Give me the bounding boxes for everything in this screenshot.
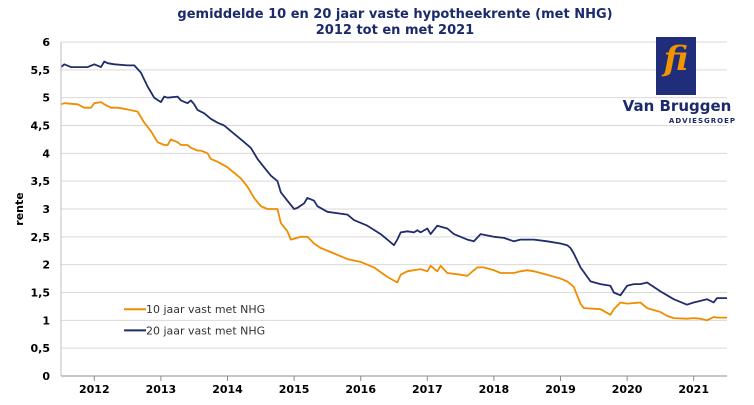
- y-tick-label: 2,5: [31, 231, 51, 244]
- x-tick-label: 2015: [279, 383, 310, 396]
- x-tick-label: 2019: [545, 383, 576, 396]
- logo-mark-text: fi: [663, 39, 689, 79]
- y-tick-label: 2: [42, 259, 50, 272]
- y-tick-label: 3: [42, 203, 50, 216]
- chart-title: gemiddelde 10 en 20 jaar vaste hypotheek…: [177, 7, 613, 22]
- y-tick-label: 3,5: [31, 175, 51, 188]
- logo-mark: fi: [656, 37, 696, 95]
- x-tick-label: 2014: [212, 383, 243, 396]
- x-tick-label: 2016: [345, 383, 376, 396]
- logo-name: Van Bruggen: [622, 97, 732, 115]
- chart-subtitle: 2012 tot en met 2021: [315, 23, 475, 38]
- series-line-10-jaar: [60, 101, 727, 322]
- y-tick-label: 1: [42, 314, 50, 327]
- y-tick-label: 4,5: [31, 120, 51, 133]
- x-tick-label: 2021: [678, 383, 709, 396]
- x-tick-label: 2020: [612, 383, 643, 396]
- logo-subtitle: ADVIESGROEP: [668, 117, 736, 125]
- x-tick-label: 2012: [79, 383, 110, 396]
- x-tick-label: 2013: [146, 383, 177, 396]
- x-tick-label: 2017: [412, 383, 443, 396]
- brand-logo: fi Van Bruggen ADVIESGROEP: [618, 32, 736, 132]
- x-tick-label: 2018: [479, 383, 510, 396]
- legend-label: 10 jaar vast met NHG: [146, 303, 265, 316]
- y-tick-label: 1,5: [31, 287, 51, 300]
- series-line-20-jaar: [60, 60, 727, 306]
- y-tick-label: 5,5: [31, 64, 51, 77]
- legend-label: 20 jaar vast met NHG: [146, 324, 265, 337]
- y-tick-label: 0,5: [31, 342, 51, 355]
- y-tick-label: 0: [42, 370, 50, 383]
- y-tick-label: 4: [42, 147, 50, 160]
- y-axis-label: rente: [13, 192, 26, 225]
- y-tick-label: 5: [42, 92, 50, 105]
- y-tick-label: 6: [42, 36, 50, 49]
